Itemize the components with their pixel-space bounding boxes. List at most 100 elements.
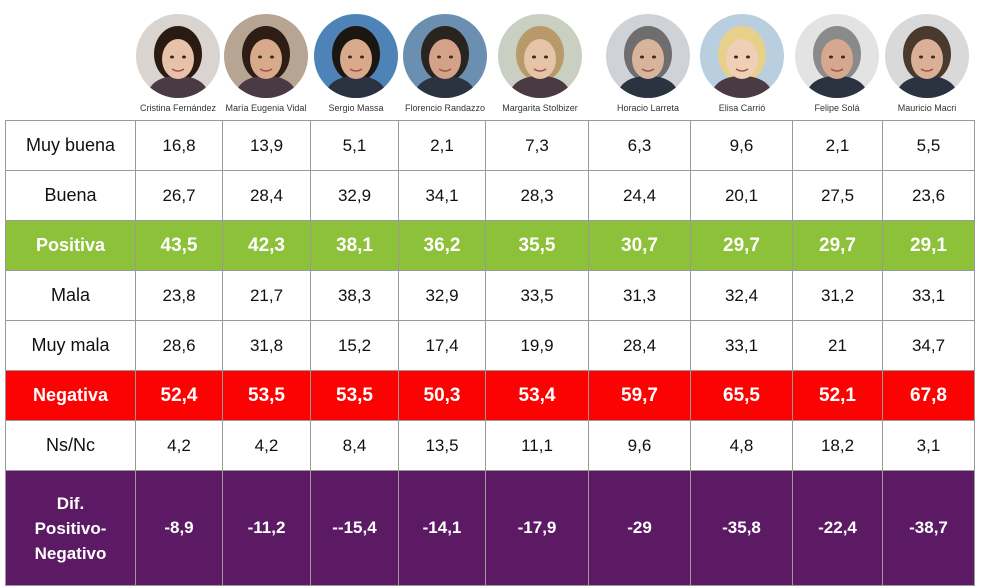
- row-label: Positiva: [5, 220, 136, 271]
- table-cell: 5,5: [882, 120, 975, 171]
- table-cell: 23,8: [135, 270, 223, 321]
- table-cell: 20,1: [690, 170, 793, 221]
- table-cell: 53,5: [222, 370, 311, 421]
- row-label: Buena: [5, 170, 136, 221]
- table-cell: 13,5: [398, 420, 486, 471]
- table-cell: 36,2: [398, 220, 486, 271]
- candidate-name: Felipe Solá: [814, 103, 860, 113]
- candidate-header: Felipe Solá: [777, 0, 897, 120]
- table-cell: 31,8: [222, 320, 311, 371]
- table-cell: 59,7: [588, 370, 691, 421]
- table-cell: 4,2: [222, 420, 311, 471]
- table-cell: -22,4: [792, 470, 883, 586]
- table-cell: -29: [588, 470, 691, 586]
- table-cell: --15,4: [310, 470, 399, 586]
- table-cell: 9,6: [588, 420, 691, 471]
- table-cell: 6,3: [588, 120, 691, 171]
- elisa-carrio-portrait-icon: [700, 14, 784, 98]
- table-cell: 4,2: [135, 420, 223, 471]
- row-label: Muy mala: [5, 320, 136, 371]
- candidate-name: Elisa Carrió: [718, 103, 766, 113]
- table-row: Muy buena 16,8 13,9 5,1 2,1 7,3 6,3 9,6 2,1 5,5: [5, 120, 975, 171]
- candidate-header: Sergio Massa: [296, 0, 416, 120]
- table-cell: 11,1: [485, 420, 589, 471]
- candidate-name: Horacio Larreta: [616, 103, 680, 113]
- mauricio-macri-portrait-icon: [885, 14, 969, 98]
- table-cell: 32,9: [398, 270, 486, 321]
- table-cell: 28,4: [588, 320, 691, 371]
- table-cell: 38,1: [310, 220, 399, 271]
- sergio-massa-portrait-icon: [314, 14, 398, 98]
- table-cell: 38,3: [310, 270, 399, 321]
- table-cell: 15,2: [310, 320, 399, 371]
- table-row: Negativa 52,4 53,5 53,5 50,3 53,4 59,7 65,5 52,1…: [5, 370, 975, 421]
- table-cell: -17,9: [485, 470, 589, 586]
- row-label-line: Positivo-: [34, 518, 107, 538]
- table-cell: -8,9: [135, 470, 223, 586]
- table-cell: -11,2: [222, 470, 311, 586]
- table-cell: 50,3: [398, 370, 486, 421]
- table-cell: 29,1: [882, 220, 975, 271]
- table-cell: 31,2: [792, 270, 883, 321]
- table-cell: 30,7: [588, 220, 691, 271]
- florencio-randazzo-portrait-icon: [403, 14, 487, 98]
- table-cell: 2,1: [398, 120, 486, 171]
- table-cell: 7,3: [485, 120, 589, 171]
- table-cell: 28,4: [222, 170, 311, 221]
- table-cell: 17,4: [398, 320, 486, 371]
- table-cell: 43,5: [135, 220, 223, 271]
- table-cell: 28,3: [485, 170, 589, 221]
- candidate-header: Florencio Randazzo: [385, 0, 505, 120]
- table-cell: 34,1: [398, 170, 486, 221]
- table-cell: -14,1: [398, 470, 486, 586]
- row-label: Dif. Positivo- Negativo: [5, 470, 136, 586]
- felipe-sola-portrait-icon: [795, 14, 879, 98]
- row-label-line: Negativo: [34, 543, 107, 563]
- candidate-header: Horacio Larreta: [588, 0, 708, 120]
- candidate-name: María Eugenia Vidal: [225, 103, 307, 113]
- table-cell: 8,4: [310, 420, 399, 471]
- candidates-header: Cristina Fernández María Eugenia Vidal Ser…: [0, 0, 981, 120]
- candidate-header: María Eugenia Vidal: [206, 0, 326, 120]
- table-cell: 29,7: [690, 220, 793, 271]
- table-cell: 53,4: [485, 370, 589, 421]
- row-label: Negativa: [5, 370, 136, 421]
- candidate-name: Margarita Stolbizer: [502, 103, 578, 113]
- row-label: Mala: [5, 270, 136, 321]
- table-row: Muy mala 28,6 31,8 15,2 17,4 19,9 28,4 33,1 21 34…: [5, 320, 975, 371]
- cristina-fernandez-portrait-icon: [136, 14, 220, 98]
- table-cell: 2,1: [792, 120, 883, 171]
- table-cell: 13,9: [222, 120, 311, 171]
- table-cell: 18,2: [792, 420, 883, 471]
- table-cell: 21: [792, 320, 883, 371]
- table-cell: 26,7: [135, 170, 223, 221]
- table-row: Mala 23,8 21,7 38,3 32,9 33,5 31,3 32,4 31,2 33,1: [5, 270, 975, 321]
- row-label: Ns/Nc: [5, 420, 136, 471]
- table-cell: 52,1: [792, 370, 883, 421]
- table-cell: -38,7: [882, 470, 975, 586]
- candidate-name: Sergio Massa: [328, 103, 384, 113]
- table-cell: 9,6: [690, 120, 793, 171]
- table-cell: 16,8: [135, 120, 223, 171]
- table-cell: 53,5: [310, 370, 399, 421]
- horacio-larreta-portrait-icon: [606, 14, 690, 98]
- table-cell: 67,8: [882, 370, 975, 421]
- table-row: Buena 26,7 28,4 32,9 34,1 28,3 24,4 20,1 27,5 23,…: [5, 170, 975, 221]
- table-cell: 27,5: [792, 170, 883, 221]
- table-cell: 42,3: [222, 220, 311, 271]
- candidate-header: Margarita Stolbizer: [480, 0, 600, 120]
- table-cell: 31,3: [588, 270, 691, 321]
- table-row: Ns/Nc 4,2 4,2 8,4 13,5 11,1 9,6 4,8 18,2 3,1: [5, 420, 975, 471]
- candidate-header: Mauricio Macri: [867, 0, 981, 120]
- maria-eugenia-vidal-portrait-icon: [224, 14, 308, 98]
- table-cell: 65,5: [690, 370, 793, 421]
- margarita-stolbizer-portrait-icon: [498, 14, 582, 98]
- table-cell: 33,1: [882, 270, 975, 321]
- table-cell: 5,1: [310, 120, 399, 171]
- table-cell: 32,9: [310, 170, 399, 221]
- candidate-name: Cristina Fernández: [139, 103, 217, 113]
- table-row: Dif. Positivo- Negativo -8,9 -11,2 --15,4 -14,…: [5, 470, 975, 586]
- table-cell: 52,4: [135, 370, 223, 421]
- table-cell: 34,7: [882, 320, 975, 371]
- candidate-header: Elisa Carrió: [682, 0, 802, 120]
